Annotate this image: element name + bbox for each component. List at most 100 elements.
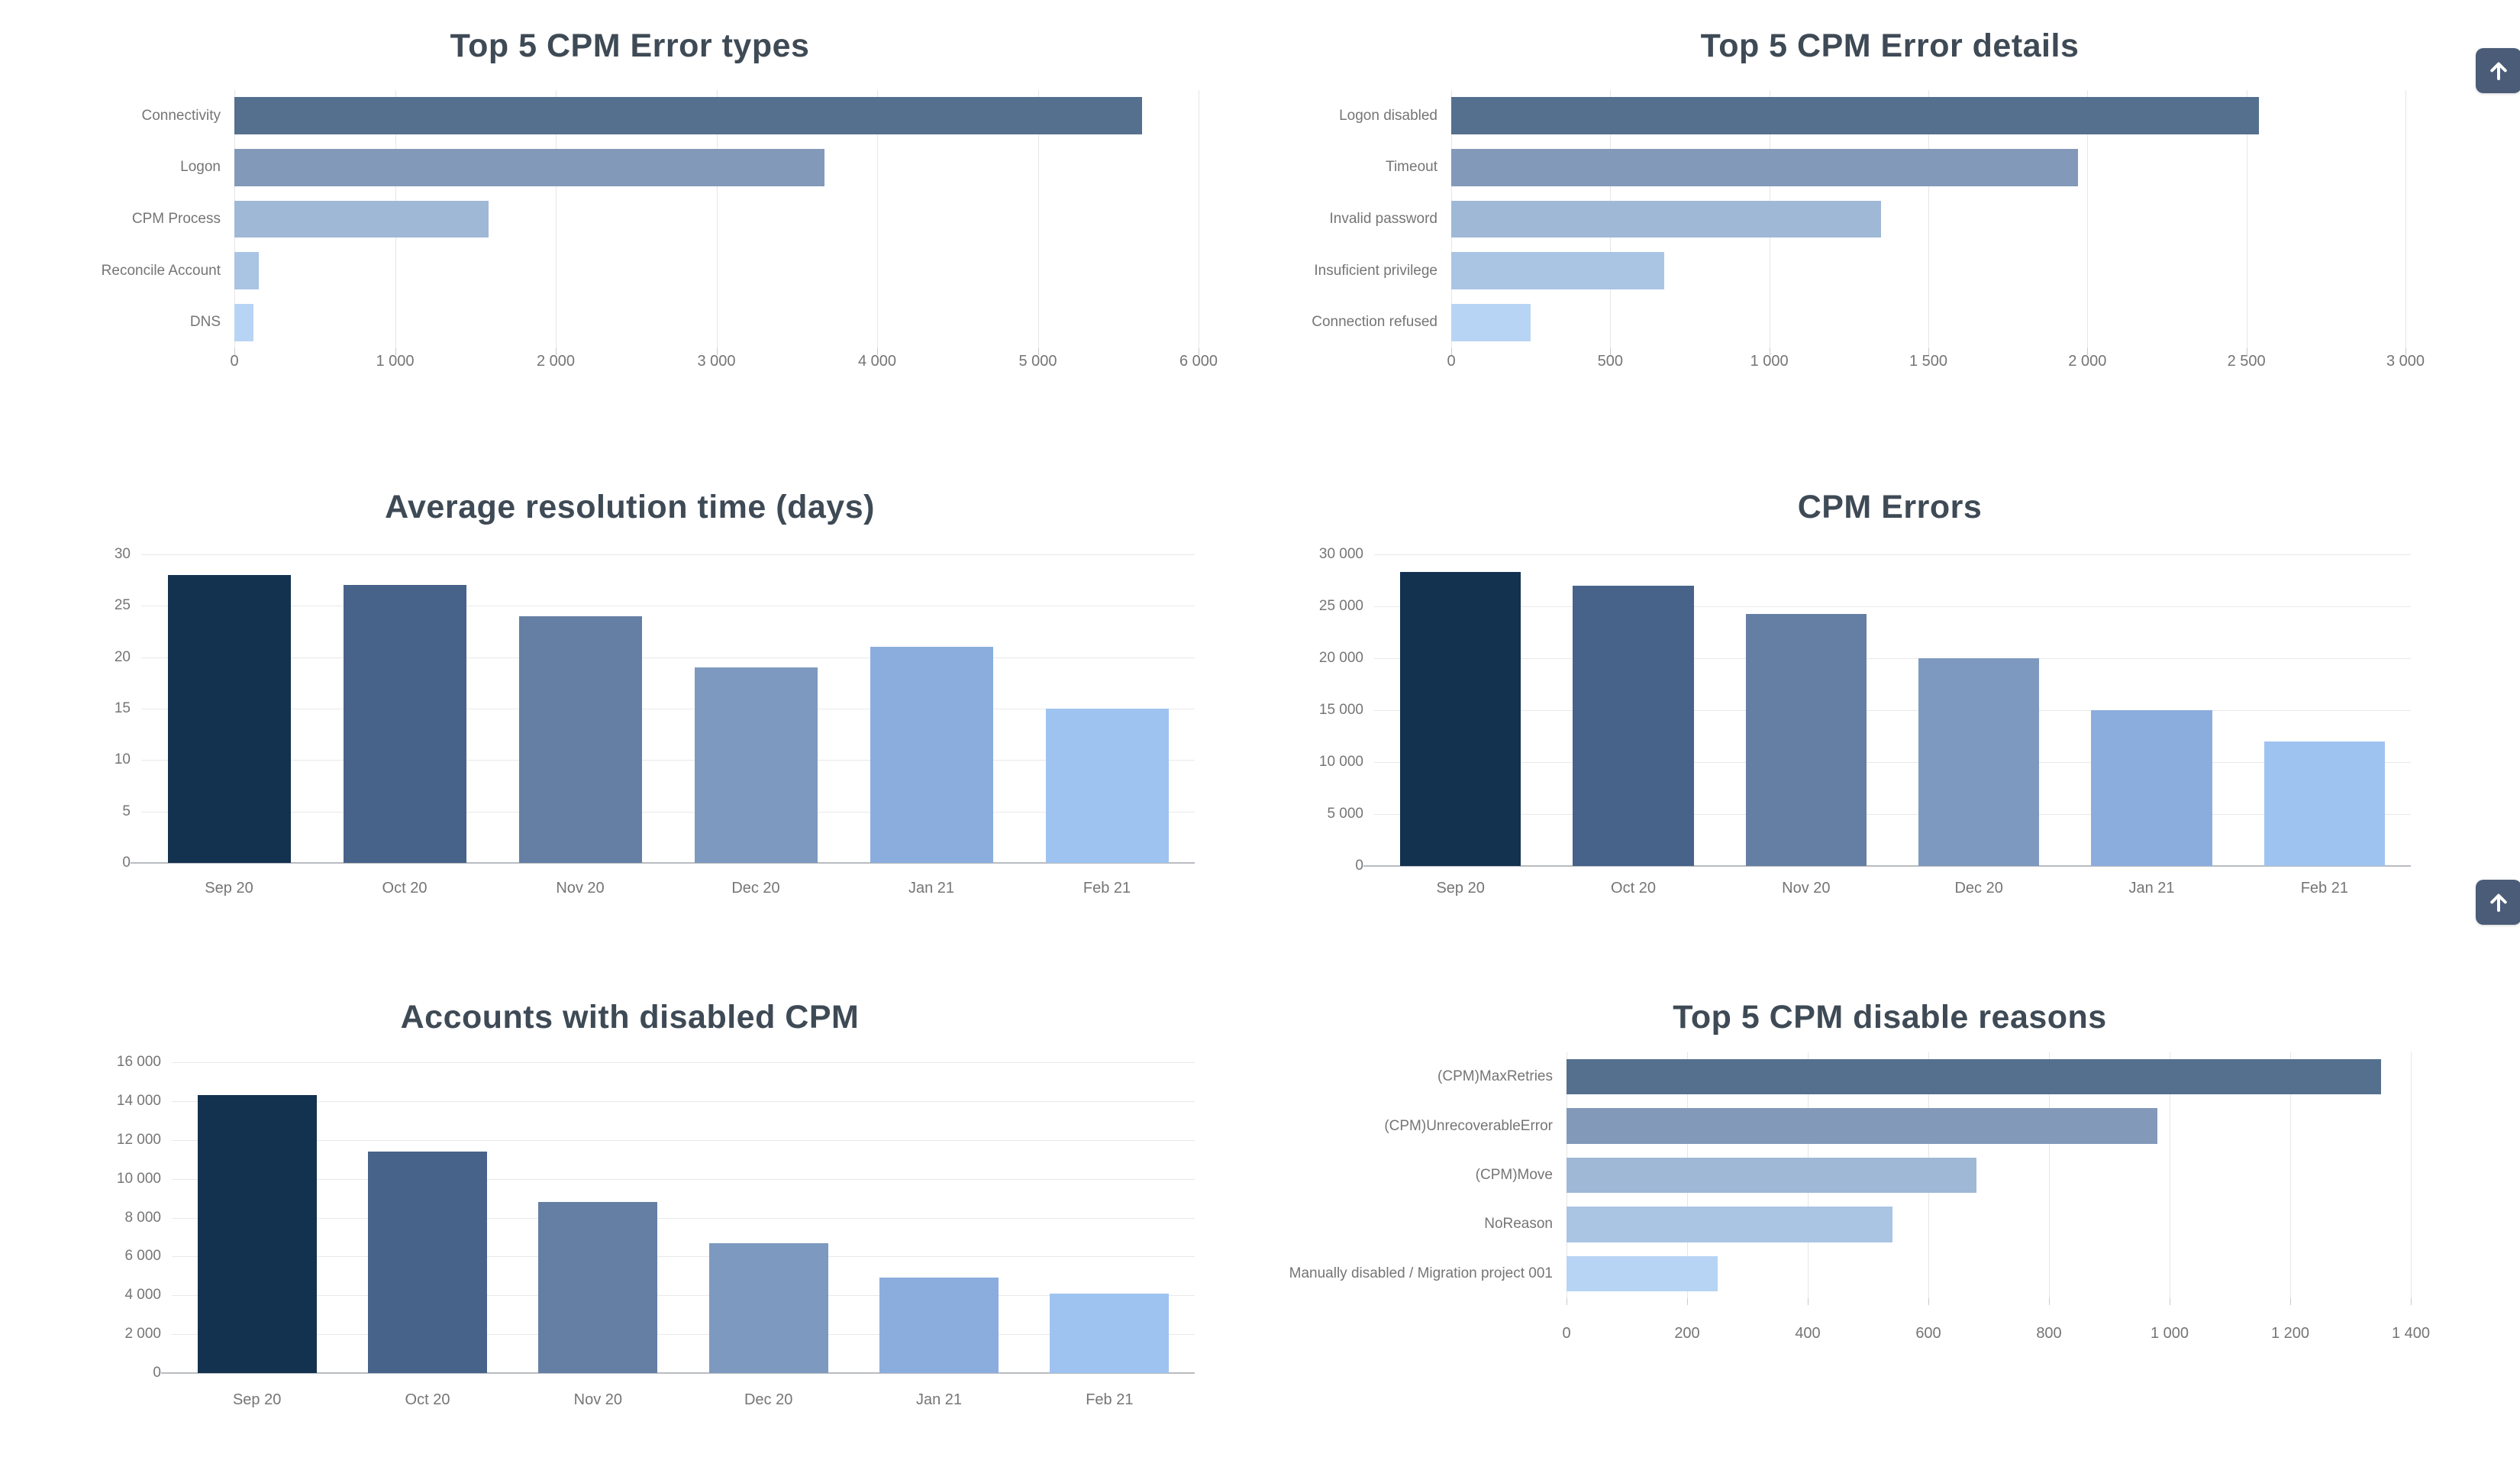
gridline xyxy=(1374,658,2411,659)
bar[interactable] xyxy=(1045,709,1169,863)
x-tick-label: 2 000 xyxy=(2068,353,2107,370)
gridline xyxy=(172,1295,1195,1297)
bar[interactable] xyxy=(1567,1108,2158,1144)
bar[interactable] xyxy=(1567,1255,1718,1291)
y-tick-label: 10 000 xyxy=(116,1170,161,1187)
bar[interactable] xyxy=(1451,97,2260,135)
bar[interactable] xyxy=(879,1278,999,1373)
y-tick-label: 25 xyxy=(114,597,131,614)
x-tick-label: 400 xyxy=(1795,1325,1821,1342)
x-tick-label: 4 000 xyxy=(857,353,897,370)
x-tick-label: 3 000 xyxy=(697,353,736,370)
axis-tick xyxy=(1808,1298,1809,1305)
y-tick-label: 12 000 xyxy=(116,1131,161,1148)
axis-tick xyxy=(556,348,557,355)
scroll-to-top-button[interactable] xyxy=(2476,48,2520,93)
bar[interactable] xyxy=(1567,1059,2381,1095)
scroll-to-top-button[interactable] xyxy=(2476,880,2520,925)
y-tick-label: 0 xyxy=(1355,858,1363,874)
chart-title: Accounts with disabled CPM xyxy=(400,999,860,1036)
y-tick-label: 20 000 xyxy=(1318,650,1363,666)
bar[interactable] xyxy=(2263,741,2386,866)
axis-tick xyxy=(1928,1298,1929,1305)
x-category-label: Dec 20 xyxy=(731,880,780,897)
axis-tick xyxy=(1687,1298,1688,1305)
x-tick-label: 600 xyxy=(1915,1325,1941,1342)
category-label: NoReason xyxy=(1484,1216,1553,1233)
bar[interactable] xyxy=(234,303,254,341)
x-tick-label: 2 000 xyxy=(536,353,576,370)
gridline xyxy=(1374,762,2411,763)
category-label: Manually disabled / Migration project 00… xyxy=(1289,1265,1553,1281)
x-category-label: Dec 20 xyxy=(1954,880,2003,897)
y-tick-label: 15 xyxy=(114,700,131,716)
y-tick-label: 6 000 xyxy=(124,1248,161,1265)
plot-area xyxy=(1567,1052,2412,1305)
axis-tick xyxy=(1037,348,1039,355)
gridline xyxy=(1374,606,2411,607)
bar[interactable] xyxy=(234,252,259,289)
y-tick-label: 15 000 xyxy=(1318,702,1363,718)
bar[interactable] xyxy=(1918,658,2040,866)
chart-card-top5-error-details: Top 5 CPM Error details 0 500 1 000 1 500 2 … xyxy=(1260,0,2520,458)
chart-title: Top 5 CPM Error details xyxy=(1700,27,2080,64)
bar[interactable] xyxy=(708,1242,828,1373)
x-category-label: Feb 21 xyxy=(2300,880,2348,897)
bar[interactable] xyxy=(538,1202,658,1373)
gridline xyxy=(172,1062,1195,1063)
arrow-up-icon xyxy=(2487,60,2510,82)
bar[interactable] xyxy=(518,615,642,863)
axis-tick xyxy=(2290,1298,2291,1305)
axis-tick xyxy=(716,348,718,355)
axis-tick xyxy=(2049,1298,2050,1305)
y-tick-label: 8 000 xyxy=(124,1209,161,1226)
plot-area xyxy=(234,90,1199,355)
gridline xyxy=(141,760,1195,761)
chart-title: Top 5 CPM Error types xyxy=(450,27,810,64)
bar[interactable] xyxy=(1451,200,1881,238)
x-category-label: Dec 20 xyxy=(744,1391,793,1408)
bar[interactable] xyxy=(1399,572,1521,866)
category-label: (CPM)UnrecoverableError xyxy=(1384,1117,1553,1134)
bar[interactable] xyxy=(1567,1207,1892,1242)
bar[interactable] xyxy=(2091,710,2212,866)
axis-tick xyxy=(395,348,396,355)
category-label: Insuficient privilege xyxy=(1314,262,1437,279)
chart-title: Top 5 CPM disable reasons xyxy=(1673,999,2107,1036)
gridline xyxy=(1928,90,1929,348)
y-tick-label: 4 000 xyxy=(124,1287,161,1304)
bar[interactable] xyxy=(1567,1157,1977,1194)
chart-title: Average resolution time (days) xyxy=(385,489,875,525)
x-category-label: Oct 20 xyxy=(405,1391,450,1408)
bar[interactable] xyxy=(870,647,993,863)
x-tick-label: 5 000 xyxy=(1018,353,1057,370)
bar[interactable] xyxy=(234,149,824,186)
bar[interactable] xyxy=(694,667,818,863)
bar[interactable] xyxy=(367,1152,488,1373)
gridline xyxy=(141,811,1195,813)
bar[interactable] xyxy=(1451,303,1531,341)
category-label: DNS xyxy=(189,314,221,331)
bar[interactable] xyxy=(234,97,1143,135)
bar[interactable] xyxy=(1050,1293,1170,1373)
x-tick-label: 200 xyxy=(1674,1325,1700,1342)
y-tick-label: 10 000 xyxy=(1318,754,1363,770)
axis-tick xyxy=(877,348,878,355)
bar[interactable] xyxy=(1573,585,1694,866)
gridline xyxy=(2087,90,2089,348)
bar[interactable] xyxy=(1745,613,1867,866)
axis-tick xyxy=(234,348,235,355)
bar[interactable] xyxy=(167,574,291,863)
x-category-label: Nov 20 xyxy=(573,1391,623,1408)
bar[interactable] xyxy=(234,200,489,238)
bar[interactable] xyxy=(1451,149,2078,186)
x-category-label: Oct 20 xyxy=(382,880,428,897)
bar[interactable] xyxy=(343,585,466,863)
x-tick-label: 1 200 xyxy=(2270,1325,2310,1342)
bar[interactable] xyxy=(197,1095,317,1373)
x-category-label: Sep 20 xyxy=(1436,880,1485,897)
gridline xyxy=(172,1217,1195,1219)
plot-area xyxy=(131,554,1195,864)
bar[interactable] xyxy=(1451,252,1665,289)
